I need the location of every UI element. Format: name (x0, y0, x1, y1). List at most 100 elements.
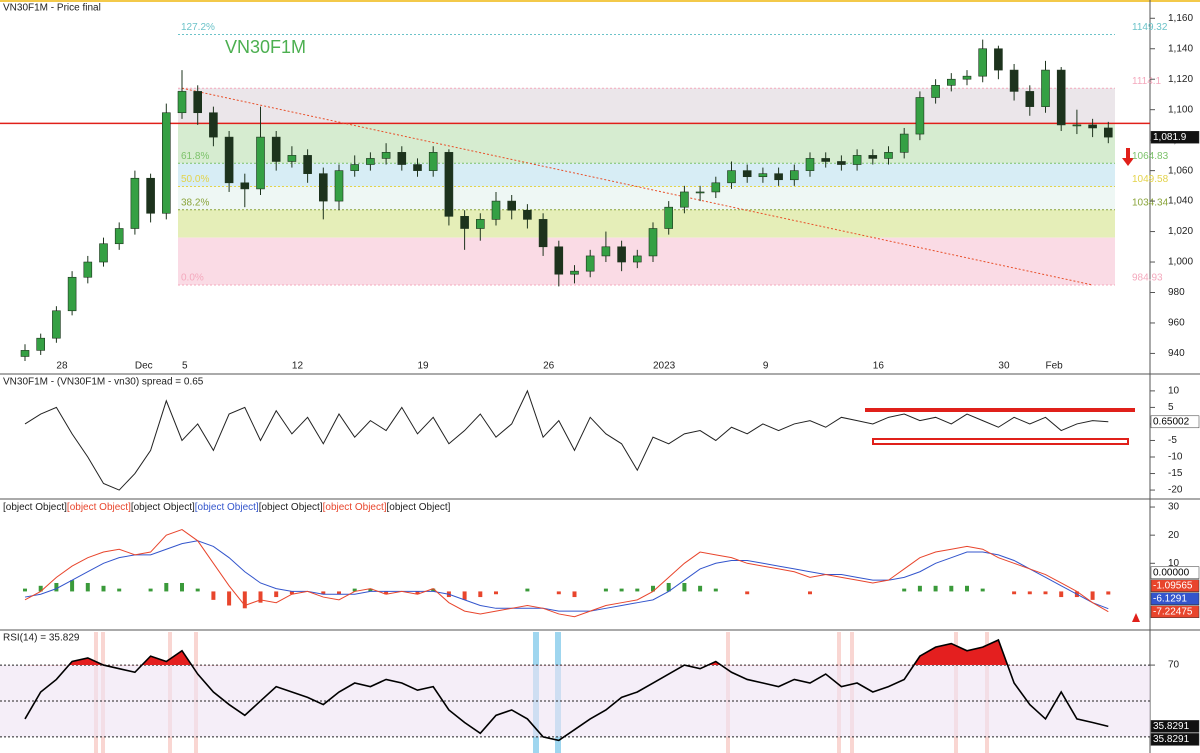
candle-body (177, 91, 187, 114)
rsi-line (24, 638, 1109, 742)
candle-body (318, 173, 328, 202)
histogram-bar (1090, 591, 1095, 600)
last-value-tag-box (1150, 415, 1200, 429)
histogram-bar (494, 591, 498, 595)
y-tick-label: 10 (1168, 558, 1180, 569)
candle-body (256, 136, 265, 190)
fib-percent: 61.8% (181, 151, 209, 162)
title-part: [object Object] (323, 502, 387, 513)
candle-body (240, 182, 250, 190)
candle-body (366, 158, 375, 165)
value-tag-box (1150, 579, 1200, 593)
fib-zone (178, 209, 1115, 238)
histogram-bar (713, 588, 718, 592)
candle-body (601, 246, 611, 257)
histogram-bar (698, 585, 703, 592)
y-tick-label: 1,160 (1168, 13, 1193, 24)
histogram-bar (164, 582, 169, 592)
candle-body (570, 270, 579, 275)
down-arrow (1122, 148, 1134, 166)
candle-body (585, 255, 595, 272)
overbought-area (25, 639, 1109, 666)
histogram-bar (38, 585, 43, 592)
y-tick-label: 1,120 (1168, 74, 1193, 85)
histogram-bar (745, 591, 750, 595)
candle-body (554, 246, 564, 275)
fib-value: 1149.32 (1132, 22, 1168, 33)
x-tick-label: 16 (873, 361, 885, 372)
histogram-bar (258, 591, 263, 603)
candle-body (632, 255, 642, 263)
histogram-bar (619, 588, 624, 592)
candle-body (946, 78, 956, 86)
histogram-bar (195, 588, 200, 592)
histogram-bar (808, 591, 812, 595)
histogram-bar (321, 591, 326, 595)
candle-body (224, 136, 234, 184)
candle-body (899, 133, 909, 153)
trend-line (181, 87, 1093, 286)
y-tick-label: 980 (1168, 287, 1185, 298)
candle-body (915, 97, 925, 135)
fib-zone (178, 88, 1115, 124)
histogram-bar (70, 580, 75, 592)
histogram-bar (368, 588, 373, 592)
x-tick-label: Dec (135, 361, 153, 372)
title-part: [object Object] (195, 502, 259, 513)
last-price-tag-box (1150, 131, 1200, 144)
candle-body (1072, 124, 1082, 127)
y-tick-label: 1,000 (1168, 257, 1193, 268)
x-tick-label: 12 (292, 361, 304, 372)
candle-body (287, 155, 297, 162)
histogram-bar (1012, 591, 1017, 595)
spread-title: VN30F1M - (VN30F1M - vn30) spread = 0.65 (3, 377, 204, 388)
candle-body (742, 170, 752, 178)
y-tick-label: -20 (1168, 485, 1183, 496)
candle-body (146, 177, 155, 214)
signal-line (24, 540, 1109, 612)
title-part: [object Object] (259, 502, 323, 513)
candle-body (837, 161, 846, 165)
candle-body (711, 182, 721, 193)
candle-body (852, 155, 862, 165)
histogram-bar (572, 591, 577, 598)
macd-title: [object Object][object Object][object Ob… (3, 502, 451, 513)
value-tag: -7.22475 (1153, 606, 1193, 617)
y-tick-label: -15 (1168, 468, 1183, 479)
y-tick-label: 70 (1168, 660, 1180, 671)
candle-body (303, 155, 312, 174)
histogram-bar (337, 591, 341, 595)
value-tag: 0.00000 (1153, 567, 1190, 578)
candle-body (491, 200, 501, 220)
candle-body (648, 228, 658, 257)
candle-body (130, 177, 140, 229)
x-tick-label: 19 (418, 361, 430, 372)
histogram-bar (980, 588, 985, 592)
candle-body (868, 155, 878, 159)
histogram-bar (525, 588, 530, 592)
histogram-bar (666, 582, 671, 592)
histogram-bar (352, 588, 357, 592)
x-tick-label: Feb (1046, 361, 1064, 372)
y-tick-label: 5 (1168, 402, 1174, 413)
candle-body (695, 191, 705, 194)
rsi-tag: 35.8291 (1153, 721, 1190, 732)
candle-body (381, 152, 391, 159)
histogram-bar (635, 588, 640, 592)
x-tick-label: 9 (763, 361, 769, 372)
candle-body (99, 243, 108, 263)
candle-body (428, 152, 438, 171)
price-title: VN30F1M - Price final (3, 3, 101, 14)
histogram-bar (274, 591, 279, 598)
rsi-tag: 35.8291 (1153, 734, 1190, 745)
histogram-bar (1106, 591, 1111, 595)
candle-body (460, 216, 469, 229)
y-tick-label: 1,020 (1168, 226, 1193, 237)
histogram-bar (211, 591, 216, 600)
histogram-bar (1059, 591, 1064, 598)
candle-body (507, 200, 517, 211)
y-tick-label: 10 (1168, 386, 1180, 397)
value-tag: -6.1291 (1153, 593, 1187, 604)
y-tick-label: -10 (1168, 452, 1183, 463)
